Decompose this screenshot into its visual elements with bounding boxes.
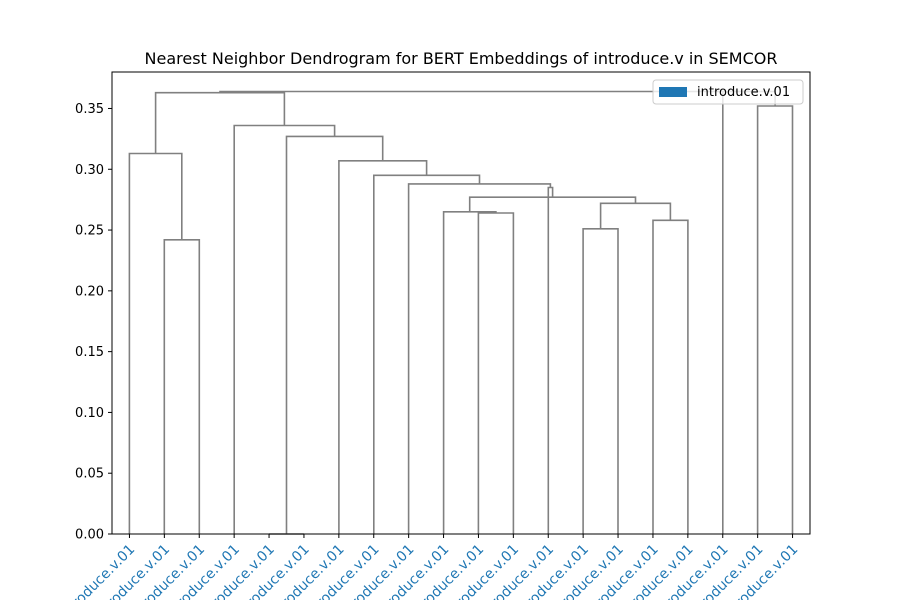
y-tick-label: 0.05: [75, 467, 104, 482]
legend-box: [652, 79, 804, 105]
y-tick-label: 0.20: [75, 284, 104, 299]
legend-label: introduce.v.01: [697, 85, 790, 100]
dendrogram-links: [128, 90, 794, 535]
y-tick-label: 0.00: [75, 528, 104, 543]
y-tick-label: 0.30: [75, 163, 104, 178]
legend-swatch: [659, 87, 687, 97]
legend: introduce.v.01: [652, 79, 804, 105]
y-tick-label: 0.15: [75, 345, 104, 360]
plot-frame: [111, 71, 811, 535]
y-tick-label: 0.10: [75, 406, 104, 421]
chart-title: Nearest Neighbor Dendrogram for BERT Emb…: [145, 49, 778, 68]
y-tick-label: 0.25: [75, 224, 104, 239]
y-axis: 0.00 0.05 0.10 0.15 0.20 0.25 0.30 0.35: [75, 102, 112, 543]
dendrogram-link: [219, 90, 749, 93]
y-tick-label: 0.35: [75, 102, 104, 117]
